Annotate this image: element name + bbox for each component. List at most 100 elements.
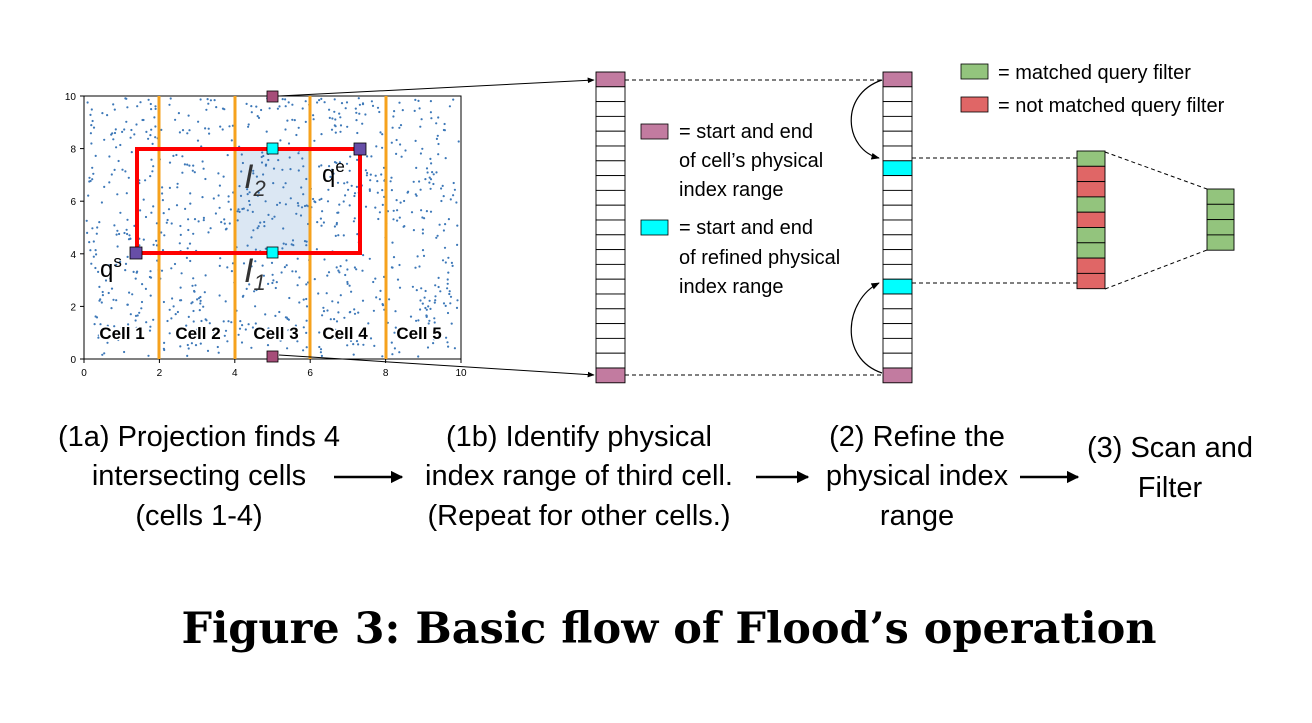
data-point	[442, 128, 445, 132]
data-point	[356, 158, 359, 161]
data-point	[331, 117, 334, 120]
data-point	[192, 320, 195, 323]
data-point	[430, 162, 433, 165]
data-point	[337, 234, 340, 237]
data-point	[237, 333, 240, 336]
data-point	[201, 160, 204, 163]
data-point	[396, 278, 400, 281]
dashed-connector-scan-bottom	[1104, 249, 1208, 290]
data-point	[166, 319, 169, 323]
data-point	[250, 265, 253, 268]
data-point	[116, 193, 119, 196]
data-point	[236, 210, 239, 213]
data-point	[218, 264, 221, 267]
scan-slot	[1076, 165, 1106, 183]
data-point	[268, 107, 271, 110]
data-point	[281, 247, 284, 250]
data-point	[247, 323, 250, 326]
data-point	[155, 222, 158, 225]
data-point	[150, 128, 153, 131]
data-point	[246, 193, 249, 196]
data-point	[98, 299, 101, 302]
data-point	[324, 328, 328, 331]
data-point	[375, 145, 378, 148]
data-point	[334, 337, 337, 340]
q-start-marker	[129, 246, 143, 260]
data-point	[267, 282, 270, 285]
data-point	[200, 319, 203, 323]
data-point	[254, 322, 257, 325]
index-slot	[882, 86, 913, 103]
data-point	[100, 201, 103, 204]
data-point	[446, 287, 449, 290]
data-point	[378, 211, 381, 214]
data-point	[296, 257, 299, 260]
q-start-label: qs	[100, 252, 122, 283]
data-point	[452, 98, 455, 101]
scan-slot	[1076, 196, 1106, 213]
data-point	[417, 355, 420, 358]
data-point	[326, 309, 329, 312]
scan-slot	[1076, 181, 1106, 198]
data-point	[160, 128, 163, 131]
data-point	[199, 302, 202, 305]
data-point	[394, 310, 397, 313]
data-point	[132, 270, 135, 273]
data-point	[91, 227, 94, 230]
data-point	[291, 270, 294, 273]
data-point	[372, 280, 375, 284]
data-point	[331, 168, 334, 171]
data-point	[276, 107, 279, 110]
data-point	[447, 256, 450, 259]
data-point	[95, 316, 99, 319]
data-point	[358, 103, 361, 106]
data-point	[289, 197, 292, 200]
y-tick-label: 10	[65, 92, 77, 103]
data-point	[176, 186, 179, 189]
data-point	[168, 186, 171, 189]
data-point	[149, 294, 152, 297]
data-point	[101, 112, 104, 115]
step-1a-text: (1a) Projection finds 4 intersecting cel…	[58, 421, 340, 532]
data-point	[259, 188, 262, 191]
data-point	[123, 231, 126, 235]
data-point	[277, 159, 280, 162]
data-point	[272, 182, 275, 185]
scan-slot	[1076, 272, 1106, 290]
data-point	[168, 103, 171, 106]
data-point	[279, 339, 282, 342]
data-point	[103, 138, 106, 141]
y-tick-label: 8	[70, 145, 76, 156]
data-point	[332, 172, 335, 175]
data-point	[409, 315, 413, 318]
cell3-bottom-marker	[266, 350, 279, 363]
data-point	[171, 297, 174, 300]
data-point	[149, 270, 152, 273]
data-point	[141, 283, 144, 286]
data-point	[113, 168, 116, 171]
data-point	[435, 137, 438, 140]
data-point	[142, 238, 145, 241]
step-1a-line-2: intersecting cells	[92, 460, 306, 492]
data-point	[421, 216, 424, 219]
data-point	[136, 270, 139, 273]
data-point	[103, 185, 106, 188]
data-point	[440, 199, 443, 203]
data-point	[154, 125, 157, 128]
data-point	[127, 176, 130, 179]
data-point	[426, 171, 429, 174]
data-point	[342, 200, 345, 203]
data-point	[320, 97, 323, 100]
data-point	[305, 177, 308, 181]
data-point	[186, 132, 189, 135]
data-point	[312, 114, 315, 117]
data-point	[204, 177, 207, 181]
data-point	[250, 346, 253, 349]
index-slot	[595, 189, 626, 206]
cell-labels: Cell 1 Cell 2 Cell 3 Cell 4 Cell 5	[98, 323, 443, 345]
data-point	[355, 111, 358, 114]
data-point	[183, 163, 186, 166]
data-point	[285, 264, 288, 267]
data-point	[428, 319, 431, 322]
data-point	[90, 262, 93, 265]
